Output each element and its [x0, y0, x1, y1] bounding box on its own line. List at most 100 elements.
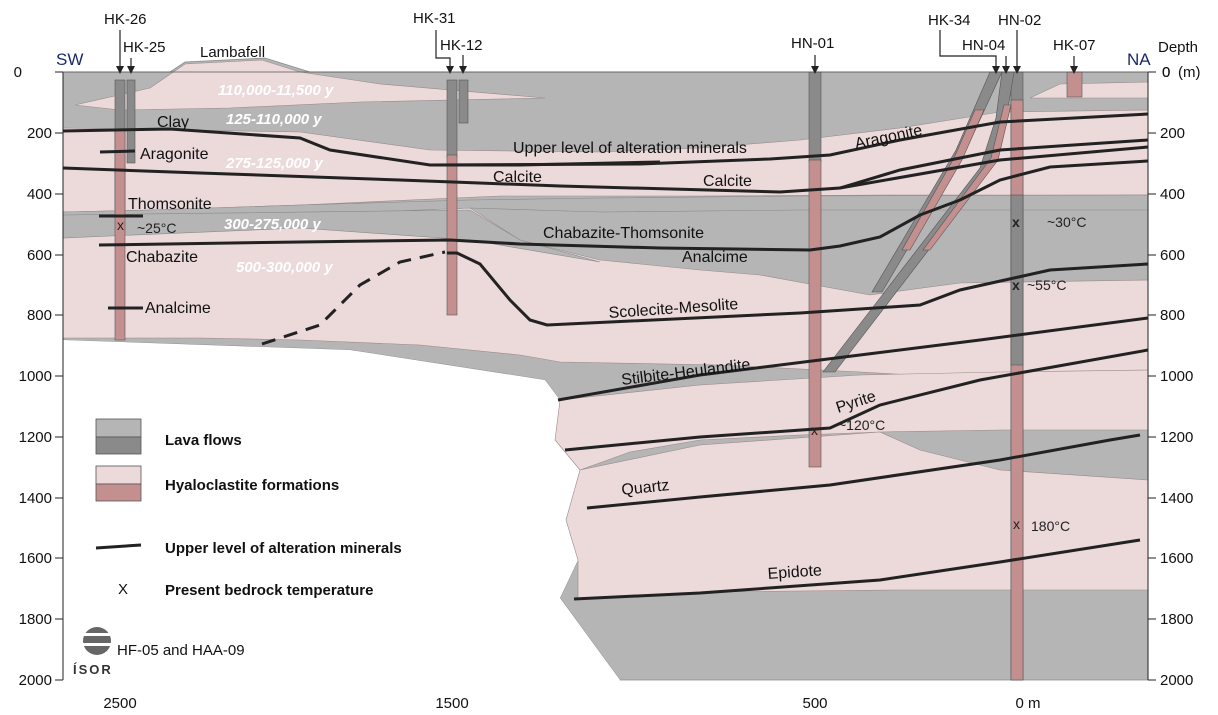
- arrowhead-hn04: [1002, 66, 1010, 74]
- left-tick-800: 800: [27, 307, 52, 324]
- label-clay: Clay: [157, 114, 189, 131]
- line-epidote: [573, 538, 1141, 601]
- well-hk12: HK-12: [440, 37, 483, 54]
- label-analcime-mid: Analcime: [682, 249, 748, 266]
- well-hk31: HK-31: [413, 10, 456, 27]
- arrow-hk31: [435, 30, 451, 72]
- label-calcite-1: Calcite: [493, 169, 542, 186]
- void-area: [63, 340, 620, 680]
- legend-hyalo-label: Hyaloclastite formations: [165, 477, 339, 494]
- legend-hyalo-swatch-dark: [95, 483, 142, 502]
- borehole-hk31-hyalo: [446, 154, 458, 316]
- age-5: 500-300,000 y: [236, 259, 333, 276]
- age-3: 275-125,000 y: [225, 155, 323, 172]
- left-tick-600: 600: [27, 247, 52, 264]
- logo-text: ÍSOR: [73, 662, 113, 677]
- hyalo-lower-band: [554, 369, 1149, 471]
- temp-marker-25: x: [117, 217, 124, 233]
- label-chabazite: Chabazite: [126, 249, 198, 266]
- arrowhead-hk25: [127, 66, 135, 74]
- left-tick-400: 400: [27, 186, 52, 203]
- borehole-hk25: [126, 79, 136, 164]
- depth-label: Depth: [1158, 39, 1198, 56]
- line-dashed: [261, 250, 446, 346]
- borehole-hn02-hyalo: [1010, 99, 1024, 681]
- left-tick-0: 0: [14, 64, 22, 81]
- arrowhead-hn01: [811, 66, 819, 74]
- arrowhead-hn02: [1013, 66, 1021, 74]
- right-tick-600: 600: [1160, 247, 1185, 264]
- right-tick-1600: 1600: [1160, 550, 1193, 567]
- x-axis: 2500 1500 500 0 m: [103, 695, 1040, 712]
- temp-marker-55: x: [1012, 277, 1020, 293]
- right-tick-1200: 1200: [1160, 429, 1193, 446]
- temp-30: ~30°C: [1047, 214, 1086, 230]
- direction-na: NA: [1127, 50, 1151, 69]
- line-chabazite: [98, 159, 1149, 252]
- direction-sw: SW: [56, 50, 83, 69]
- legend-hyalo-swatch-light: [95, 465, 142, 485]
- arrowhead-hk26: [116, 66, 124, 74]
- line-scolecite: [447, 251, 1149, 327]
- temp-180: 180°C: [1031, 518, 1070, 534]
- legend: Lava flows Hyaloclastite formations Uppe…: [95, 418, 402, 599]
- x-tick-2500: 2500: [103, 695, 136, 712]
- arrowhead-hk07: [1070, 66, 1078, 74]
- temp-marker-180: x: [1013, 516, 1020, 532]
- label-aragonite-left: Aragonite: [140, 146, 209, 163]
- depth-unit: (m): [1178, 64, 1201, 81]
- temp-25: ~25°C: [137, 220, 176, 236]
- label-quartz: Quartz: [621, 477, 671, 499]
- legend-line-swatch: [95, 543, 142, 550]
- right-tick-0: 0: [1162, 64, 1170, 81]
- arrow-hk34: [939, 30, 997, 72]
- line-aragonite: [99, 149, 136, 154]
- legend-lava-swatch-light: [95, 418, 142, 438]
- right-tick-1800: 1800: [1160, 611, 1193, 628]
- line-calcite: [62, 138, 1149, 194]
- borehole-hn04-deviated: [822, 71, 1015, 373]
- age-2: 125-110,000 y: [226, 111, 322, 128]
- age-4: 300-275,000 y: [224, 216, 321, 233]
- section-body: [62, 57, 1149, 681]
- boreholes: [114, 71, 1083, 681]
- legend-upper-label: Upper level of alteration minerals: [165, 540, 402, 557]
- right-tick-200: 200: [1160, 125, 1185, 142]
- borehole-hk07: [1066, 71, 1083, 98]
- line-stilbite: [557, 316, 1149, 402]
- left-tick-1000: 1000: [19, 368, 52, 385]
- label-chabazite-thomsonite: Chabazite-Thomsonite: [543, 225, 704, 242]
- x-tick-0m: 0 m: [1015, 695, 1040, 712]
- left-tick-1800: 1800: [19, 611, 52, 628]
- left-tick-1200: 1200: [19, 429, 52, 446]
- label-analcime-left: Analcime: [145, 300, 211, 317]
- line-quartz: [586, 433, 1141, 510]
- well-hk26: HK-26: [104, 11, 147, 28]
- x-tick-1500: 1500: [435, 695, 468, 712]
- right-tick-1000: 1000: [1160, 368, 1193, 385]
- lava-strip-thomsonite: [62, 209, 601, 263]
- arrowhead-hk31: [446, 66, 454, 74]
- arrowhead-hk34: [992, 66, 1000, 74]
- right-depth-axis: 0 200 400 600 800 1000 1200 1400 1600 18…: [1147, 64, 1193, 689]
- right-tick-1400: 1400: [1160, 490, 1193, 507]
- well-hn01: HN-01: [791, 35, 834, 52]
- hill-lambafell: Lambafell: [200, 44, 265, 61]
- legend-temp-label: Present bedrock temperature: [165, 582, 373, 599]
- label-epidote: Epidote: [767, 562, 822, 583]
- well-hk25: HK-25: [123, 39, 166, 56]
- line-upper-level: [429, 112, 1149, 167]
- temp-marker-120: x: [811, 422, 818, 438]
- borehole-hn04-hyalo: [922, 104, 1012, 251]
- temp-marker-30: x: [1012, 214, 1020, 230]
- legend-lava-label: Lava flows: [165, 432, 242, 449]
- legend-temp-symbol: X: [118, 581, 128, 598]
- label-thomsonite: Thomsonite: [128, 196, 212, 213]
- left-tick-2000: 2000: [19, 672, 52, 689]
- left-tick-200: 200: [27, 125, 52, 142]
- x-tick-500: 500: [802, 695, 827, 712]
- temperature-markers: x ~25°C x ~30°C x ~55°C x ~120°C x 180°C: [117, 214, 1086, 534]
- left-depth-axis: 0 200 400 600 800 1000 1200 1400 1600 18…: [14, 64, 64, 689]
- borehole-hk12: [458, 79, 469, 124]
